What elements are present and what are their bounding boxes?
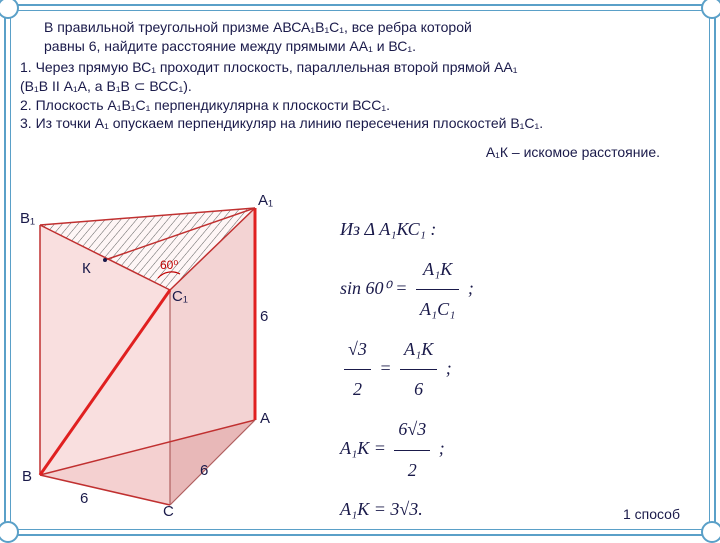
prism-figure: В₁ А₁ К С₁ А В С 6 6 6 60⁰ [20,190,300,520]
math-line3: √32 = А₁К6 ; [340,330,474,410]
label-C1: С₁ [172,288,188,305]
frac-den: А₁С₁ [416,290,460,330]
problem-statement: В правильной треугольной призме АВСА₁В₁С… [44,18,700,56]
label-6-bottom: 6 [80,490,88,507]
label-A1: А₁ [258,192,273,209]
solution-steps: 1. Через прямую ВС₁ проходит плоскость, … [20,58,700,134]
math-l1-pre: Из Δ [340,219,379,239]
frac-num: 6√3 [394,410,430,451]
math-l2-lhs: sin 60⁰ = [340,278,412,298]
math-l1-mid: А₁КС₁ [379,219,426,239]
label-B1: В₁ [20,210,35,227]
frac-den: 2 [394,451,430,491]
semicolon: ; [463,278,474,298]
fraction: 6√32 [394,410,430,490]
step-1: 1. Через прямую ВС₁ проходит плоскость, … [20,58,700,77]
math-line4: А₁К = 6√32 ; [340,410,474,490]
step-2: 2. Плоскость А₁В₁С₁ перпендикулярна к пл… [20,96,700,115]
frac-num: А₁К [416,250,460,291]
math-line1: Из Δ А₁КС₁ : [340,210,474,250]
fraction: А₁КА₁С₁ [416,250,460,330]
math-l4-lhs: А₁К = [340,438,390,458]
fraction: √32 [344,330,371,410]
math-line5: А₁К = 3√3. [340,490,474,530]
semicolon: ; [434,438,445,458]
fraction: А₁К6 [400,330,437,410]
step-3: 3. Из точки А₁ опускаем перпендикуляр на… [20,114,700,133]
semicolon: ; [441,358,452,378]
label-6-right: 6 [260,308,268,325]
label-A: А [260,410,270,427]
prism-svg [20,190,300,520]
label-angle: 60⁰ [160,258,178,272]
frac-num: √3 [344,330,371,371]
label-K: К [82,260,91,277]
problem-line2: равны 6, найдите расстояние между прямым… [44,37,700,56]
label-B: В [22,468,32,485]
eq: = [375,358,396,378]
step-1b: (В₁В II А₁А, а В₁В ⊂ ВСС₁). [20,77,700,96]
frac-den: 6 [400,370,437,410]
frac-den: 2 [344,370,371,410]
frac-num: А₁К [400,330,437,371]
method-label: 1 способ [623,506,680,522]
corner-decoration [701,0,720,19]
math-l1-post: : [426,219,437,239]
math-derivation: Из Δ А₁КС₁ : sin 60⁰ = А₁КА₁С₁ ; √32 = А… [340,210,474,530]
math-line2: sin 60⁰ = А₁КА₁С₁ ; [340,250,474,330]
label-C: С [163,503,174,520]
distance-label: А₁К – искомое расстояние. [486,144,660,160]
label-6-side: 6 [200,462,208,479]
problem-line1: В правильной треугольной призме АВСА₁В₁С… [44,18,700,37]
content-area: В правильной треугольной призме АВСА₁В₁С… [20,18,700,133]
